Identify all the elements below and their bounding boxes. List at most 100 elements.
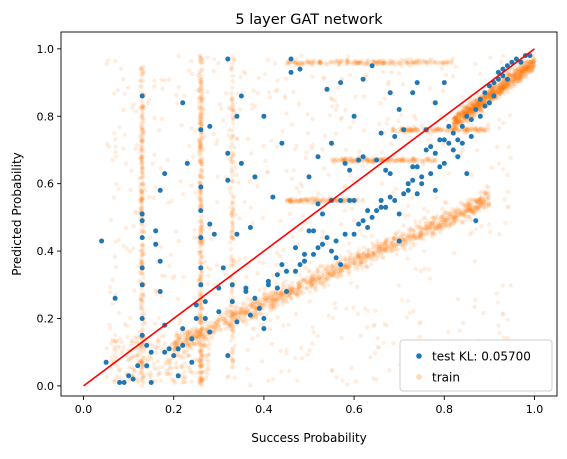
train-point (396, 283, 401, 288)
train-point (232, 343, 237, 348)
train-point (358, 256, 363, 261)
train-point (213, 141, 219, 147)
train-point (243, 311, 249, 316)
train-point (440, 222, 445, 228)
train-point (192, 342, 198, 347)
test-point (130, 376, 136, 382)
train-point (282, 93, 287, 99)
train-point (173, 339, 179, 345)
train-point (513, 66, 518, 71)
train-point (364, 252, 369, 258)
train-point (379, 245, 384, 251)
train-point (391, 341, 396, 346)
train-point (368, 355, 373, 360)
train-point (412, 235, 417, 240)
train-point (199, 77, 204, 82)
train-point (197, 331, 202, 336)
train-point (165, 157, 170, 163)
train-point (427, 224, 432, 230)
train-point (382, 96, 387, 101)
train-point (443, 224, 448, 229)
train-point (467, 214, 472, 220)
train-point (181, 274, 186, 280)
train-point (372, 252, 377, 257)
train-point (418, 232, 424, 238)
train-point (248, 304, 253, 309)
train-point (279, 292, 284, 297)
train-point (176, 353, 181, 358)
train-point (456, 212, 462, 217)
test-point (139, 282, 145, 288)
train-point (212, 323, 217, 328)
train-point (313, 279, 318, 284)
train-point (477, 191, 483, 196)
test-point (504, 76, 510, 82)
train-point (425, 230, 430, 235)
train-point (440, 226, 445, 231)
train-point (329, 264, 335, 269)
train-point (309, 60, 314, 66)
train-point (257, 302, 263, 307)
train-point (247, 179, 252, 184)
train-point (308, 283, 314, 288)
train-point (159, 346, 164, 351)
train-point (329, 273, 334, 278)
train-point (351, 305, 356, 310)
train-point (227, 322, 232, 327)
train-point (453, 214, 458, 219)
train-point (459, 219, 464, 225)
train-point (453, 64, 458, 70)
train-point (281, 323, 286, 328)
train-point (408, 234, 413, 239)
train-point (327, 268, 332, 274)
train-point (405, 203, 411, 209)
train-point (280, 129, 285, 134)
train-point (393, 158, 399, 164)
train-point (202, 336, 207, 341)
train-point (482, 191, 487, 196)
train-point (270, 273, 276, 278)
test-point (297, 66, 303, 72)
train-point (438, 230, 443, 235)
train-point (138, 358, 144, 363)
train-point (293, 147, 298, 152)
train-point (309, 274, 315, 279)
train-point (139, 104, 144, 109)
test-point (387, 90, 393, 96)
train-point (489, 165, 494, 170)
train-point (122, 132, 128, 137)
train-point (122, 321, 127, 327)
train-point (502, 88, 507, 93)
train-point (435, 226, 440, 231)
train-point (183, 337, 188, 342)
train-point (113, 264, 119, 270)
train-point (460, 320, 466, 326)
test-point (338, 80, 344, 86)
train-point (223, 326, 229, 331)
train-point (262, 295, 267, 300)
train-point (312, 280, 318, 286)
train-point (377, 250, 382, 255)
train-point (399, 112, 404, 118)
train-point (485, 121, 491, 127)
train-point (338, 268, 344, 273)
train-point (346, 272, 351, 277)
train-point (279, 369, 284, 374)
train-point (331, 271, 337, 276)
train-point (203, 375, 208, 381)
test-point (117, 380, 123, 385)
train-point (413, 242, 418, 247)
train-point (391, 236, 397, 241)
train-point (421, 162, 426, 167)
train-point (191, 341, 196, 346)
train-point (430, 226, 435, 231)
train-point (326, 283, 331, 288)
train-point (302, 278, 308, 283)
train-point (257, 287, 263, 293)
test-point (284, 268, 289, 274)
train-point (428, 56, 434, 62)
train-point (215, 322, 221, 328)
train-point (131, 246, 136, 251)
train-point (199, 352, 205, 357)
test-point (302, 258, 307, 264)
